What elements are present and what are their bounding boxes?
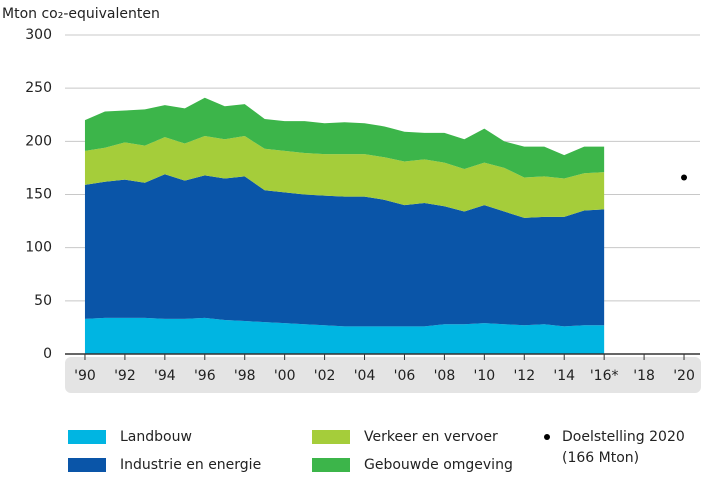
legend-swatch — [312, 430, 350, 444]
x-tick-label: '16* — [590, 368, 619, 384]
area — [84, 97, 605, 179]
area — [84, 136, 605, 218]
legend-label: Doelstelling 2020 — [562, 429, 685, 445]
target-point — [681, 174, 688, 181]
x-tick-label: '92 — [114, 368, 136, 384]
x-tick-label: '00 — [274, 368, 296, 384]
x-tick-label: '08 — [434, 368, 456, 384]
y-tick-label: 100 — [25, 240, 52, 256]
x-tick-label: '90 — [74, 368, 96, 384]
y-tick-label: 150 — [25, 187, 52, 203]
x-tick-label: '04 — [354, 368, 376, 384]
x-tick-label: '98 — [234, 368, 256, 384]
x-tick-label: '10 — [474, 368, 496, 384]
y-tick-label: 0 — [43, 346, 52, 362]
legend-swatch — [68, 430, 106, 444]
legend-swatch — [68, 458, 106, 472]
y-tick-label: 50 — [34, 293, 52, 309]
y-tick-label: 300 — [25, 27, 52, 43]
area — [84, 317, 605, 354]
legend-label: Gebouwde omgeving — [364, 457, 513, 473]
legend-label: Landbouw — [120, 429, 192, 445]
y-tick-label: 200 — [25, 133, 52, 149]
legend-marker — [544, 434, 550, 440]
legend-swatch — [312, 458, 350, 472]
x-tick-label: '18 — [633, 368, 655, 384]
x-tick-label: '20 — [673, 368, 695, 384]
legend-label: Verkeer en vervoer — [364, 429, 498, 445]
x-tick-label: '96 — [194, 368, 216, 384]
x-tick-label: '02 — [314, 368, 336, 384]
x-tick-label: '94 — [154, 368, 176, 384]
chart-title: Mton co₂-equivalenten — [2, 6, 160, 22]
x-axis-band — [65, 357, 701, 393]
x-tick-label: '06 — [394, 368, 416, 384]
legend-label: Industrie en energie — [120, 457, 261, 473]
x-tick-label: '14 — [553, 368, 575, 384]
x-tick-label: '12 — [513, 368, 535, 384]
area — [84, 174, 605, 327]
legend-label: (166 Mton) — [562, 450, 639, 466]
y-tick-label: 250 — [25, 80, 52, 96]
